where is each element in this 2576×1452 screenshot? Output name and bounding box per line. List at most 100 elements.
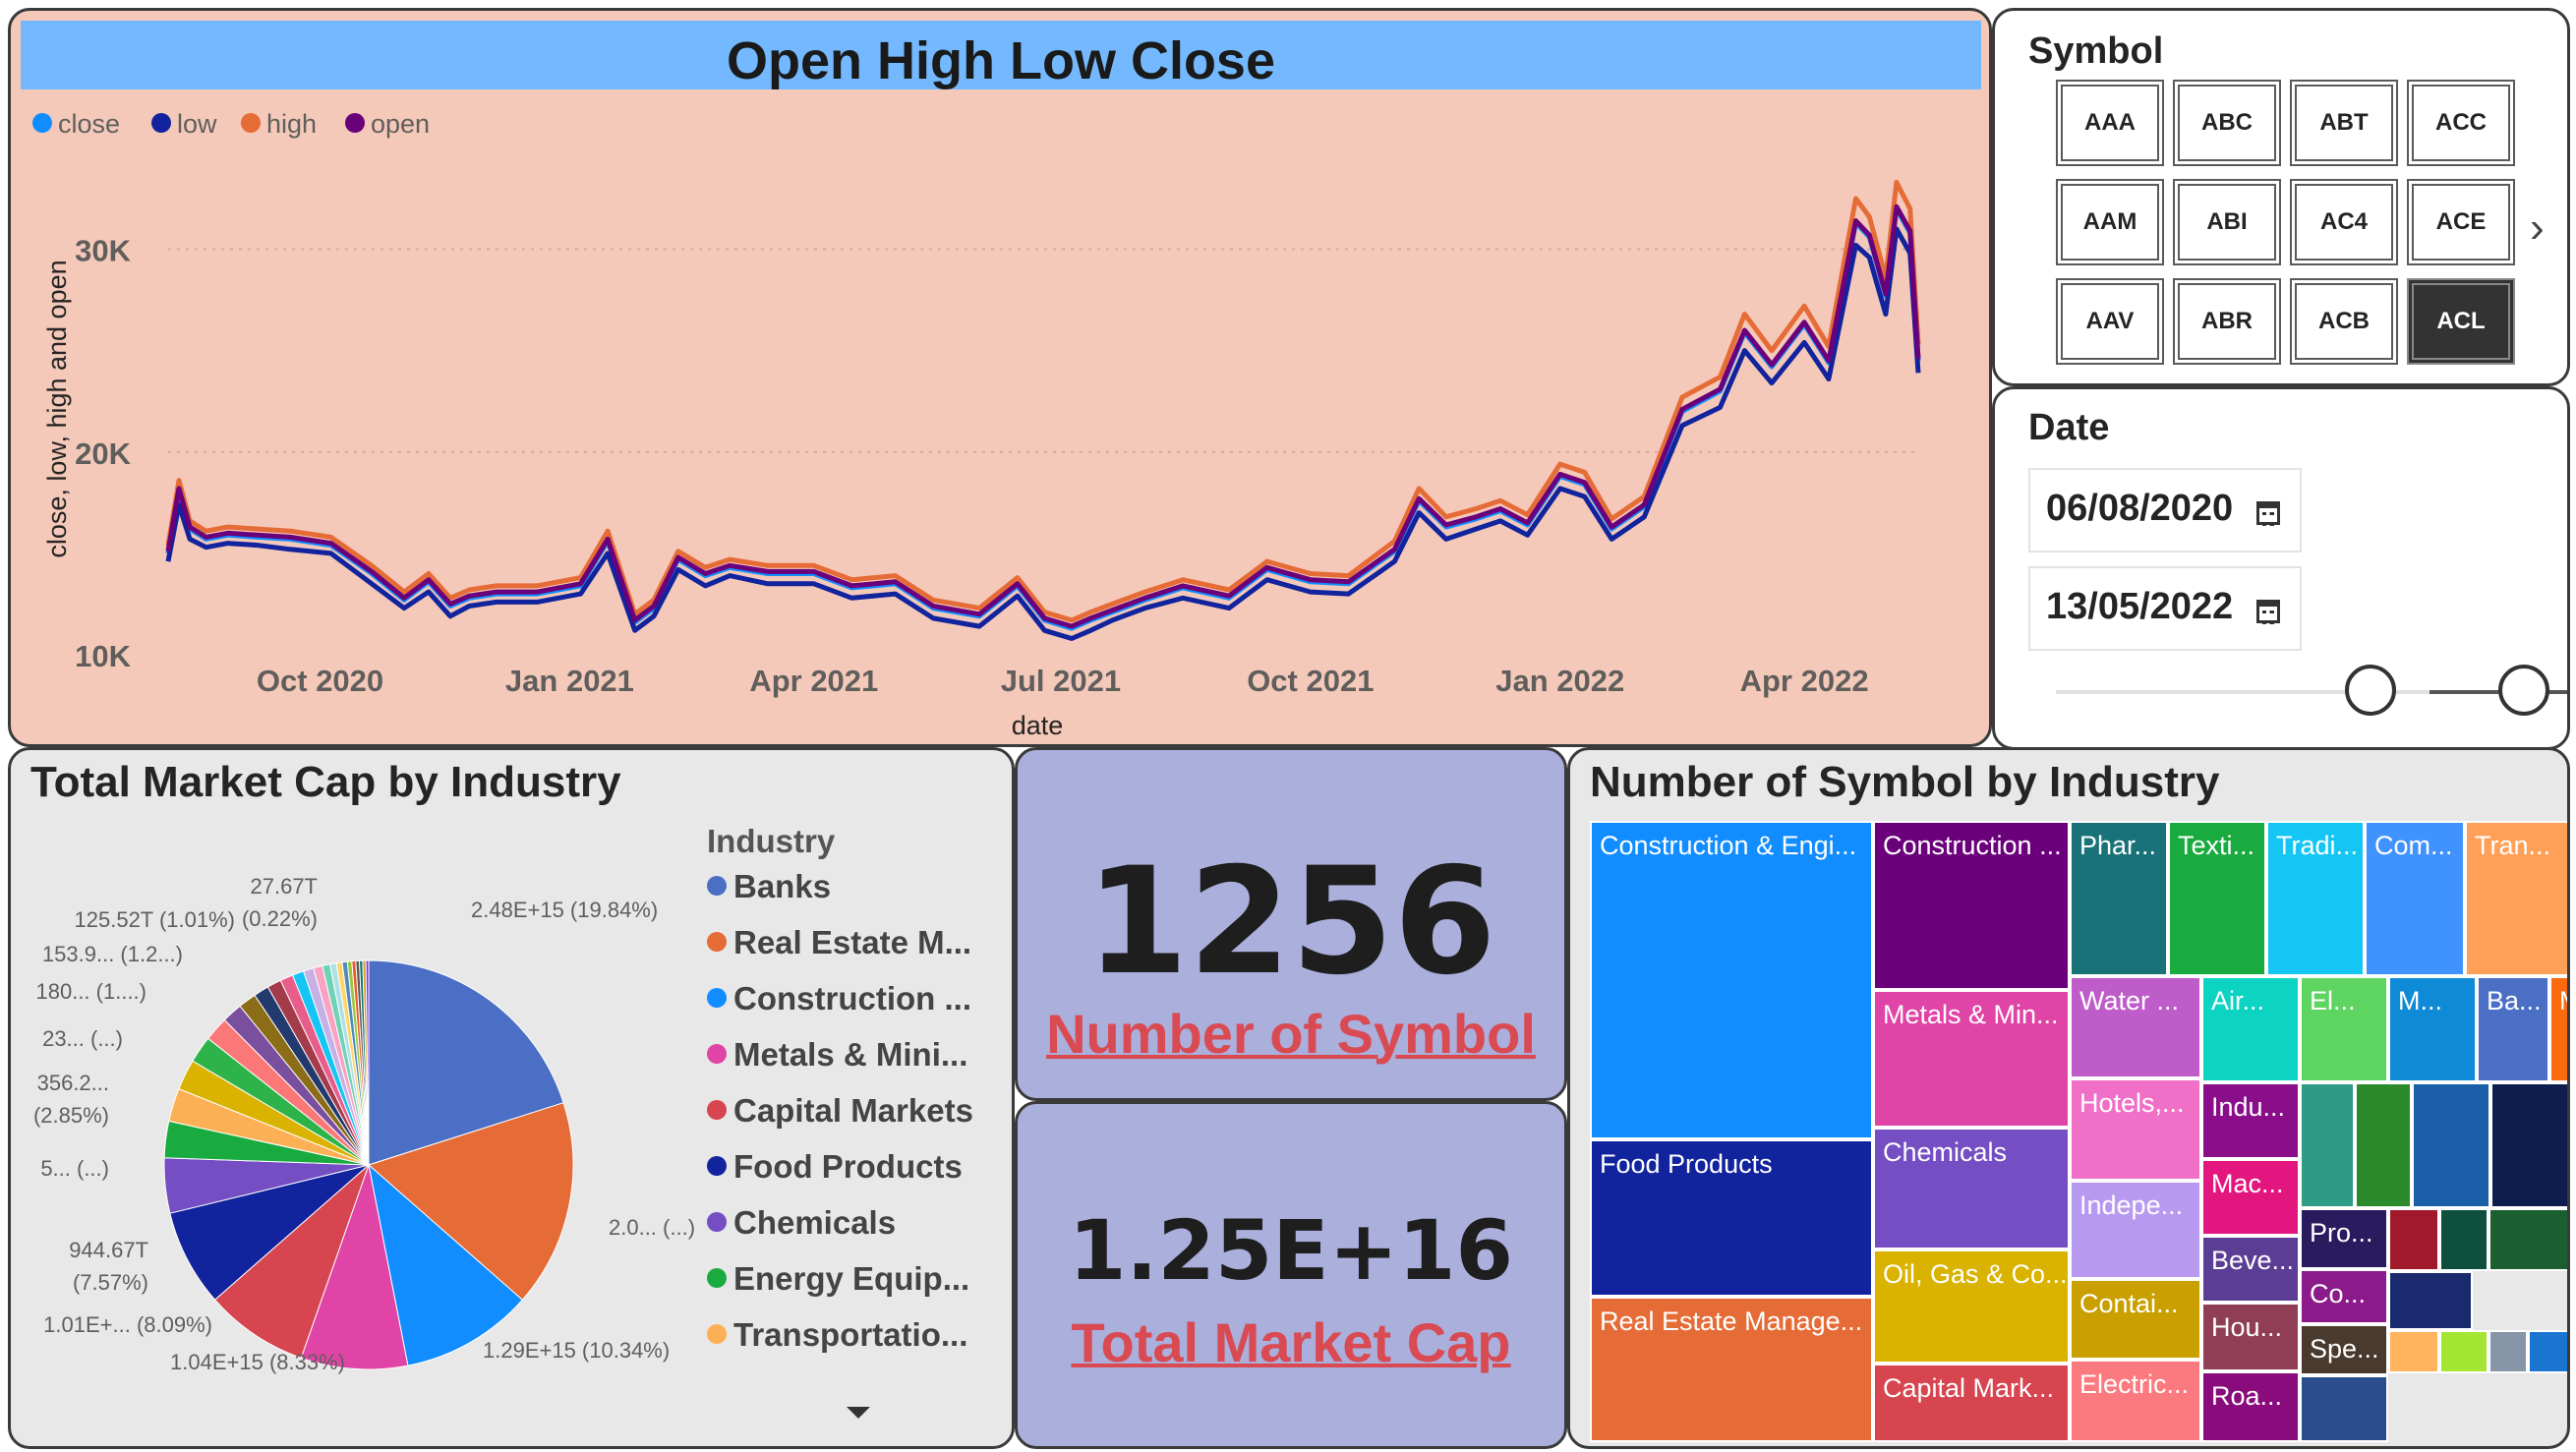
- legend-item[interactable]: Metals & Mini...: [707, 1036, 973, 1092]
- treemap-tile[interactable]: [2300, 1082, 2355, 1208]
- treemap-tile[interactable]: Mac...: [2201, 1159, 2300, 1236]
- symbol-button-ac4[interactable]: AC4: [2290, 179, 2398, 265]
- treemap-tile[interactable]: Chemicals: [1873, 1128, 2070, 1249]
- treemap-tile[interactable]: [2439, 1208, 2488, 1271]
- treemap-tile[interactable]: [2528, 1330, 2567, 1373]
- market-cap-pie-panel: Total Market Cap by Industry 2.48E+15 (1…: [8, 747, 1015, 1449]
- pie-data-label: 1.29E+15 (10.34%): [483, 1338, 670, 1363]
- symbol-button-acl[interactable]: ACL: [2407, 278, 2515, 365]
- treemap-tile[interactable]: M...: [2388, 976, 2477, 1082]
- symbol-count-label: Number of Symbol: [1046, 1003, 1536, 1065]
- chevron-right-icon[interactable]: ›: [2530, 203, 2545, 252]
- treemap-tile[interactable]: Indepe...: [2070, 1181, 2201, 1279]
- treemap-tile[interactable]: [2355, 1082, 2412, 1208]
- treemap-tile[interactable]: Food Products: [1590, 1139, 1873, 1297]
- date-slicer: Date 06/08/2020 13/05/2022: [1992, 386, 2570, 750]
- legend-marker: [707, 1268, 727, 1288]
- legend-label-close: close: [58, 109, 120, 139]
- treemap-tile[interactable]: [2388, 1330, 2439, 1373]
- legend-item[interactable]: Food Products: [707, 1148, 973, 1204]
- x-tick-label: Jan 2022: [1495, 664, 1624, 698]
- treemap-tile[interactable]: [2388, 1271, 2473, 1330]
- legend-marker: [707, 876, 727, 896]
- symbol-slicer: Symbol AAA ABC ABT ACC AAM ABI AC4 ACE AAV ABR ACB…: [1992, 8, 2570, 386]
- treemap-tile[interactable]: [2490, 1082, 2567, 1208]
- treemap-tile[interactable]: [2488, 1208, 2567, 1271]
- symbol-button-aam[interactable]: AAM: [2056, 179, 2164, 265]
- legend-item[interactable]: Transportatio...: [707, 1316, 973, 1372]
- treemap-tile[interactable]: Tran...: [2465, 821, 2567, 976]
- treemap-tile[interactable]: El...: [2300, 976, 2388, 1082]
- treemap-tile[interactable]: Capital Mark...: [1873, 1364, 2070, 1442]
- treemap-tile[interactable]: Water ...: [2070, 976, 2201, 1078]
- symbol-button-aaa[interactable]: AAA: [2056, 80, 2164, 166]
- treemap-tile[interactable]: Roa...: [2201, 1371, 2300, 1442]
- symbol-button-acc[interactable]: ACC: [2407, 80, 2515, 166]
- pie-data-label: (7.57%): [73, 1270, 148, 1295]
- legend-item[interactable]: Chemicals: [707, 1204, 973, 1260]
- pie-data-label: 944.67T: [69, 1238, 148, 1262]
- y-tick-label: 30K: [75, 234, 131, 268]
- treemap-tile[interactable]: Spe...: [2300, 1324, 2388, 1375]
- treemap-tile[interactable]: M...: [2549, 976, 2567, 1082]
- treemap-tile[interactable]: Electric...: [2070, 1360, 2201, 1442]
- legend-item[interactable]: Capital Markets: [707, 1092, 973, 1148]
- treemap-tile[interactable]: Tradi...: [2266, 821, 2365, 976]
- end-date-input[interactable]: 13/05/2022: [2028, 566, 2302, 651]
- pie-data-label: 1.01E+... (8.09%): [43, 1312, 212, 1337]
- treemap-tile[interactable]: Phar...: [2070, 821, 2168, 976]
- symbol-button-ace[interactable]: ACE: [2407, 179, 2515, 265]
- legend-item[interactable]: Energy Equip...: [707, 1260, 973, 1316]
- market-cap-pie-chart[interactable]: 2.48E+15 (19.84%) 2.0... (...) 1.29E+15 (1…: [11, 750, 1015, 1449]
- treemap-tile[interactable]: Construction ...: [1873, 821, 2070, 990]
- treemap-tile[interactable]: Construction & Engi...: [1590, 821, 1873, 1139]
- pie-slice: [300, 1163, 409, 1370]
- treemap-tile[interactable]: Oil, Gas & Co...: [1873, 1249, 2070, 1364]
- treemap-tile[interactable]: Com...: [2365, 821, 2465, 976]
- calendar-icon[interactable]: [2256, 600, 2280, 624]
- x-axis-title: date: [1012, 711, 1064, 740]
- number-of-symbol-card: 1256 Number of Symbol: [1015, 747, 1567, 1101]
- calendar-icon[interactable]: [2256, 501, 2280, 526]
- treemap-tile[interactable]: Ba...: [2477, 976, 2549, 1082]
- series-line-high: [165, 179, 1921, 623]
- x-tick-label: Apr 2021: [749, 664, 878, 698]
- caret-down-icon[interactable]: [847, 1407, 870, 1419]
- date-range-end-handle[interactable]: [2498, 665, 2549, 716]
- symbol-button-aav[interactable]: AAV: [2056, 278, 2164, 365]
- legend-marker: [707, 1156, 727, 1176]
- treemap-tile[interactable]: [2488, 1330, 2528, 1373]
- treemap-tile[interactable]: Hotels,...: [2070, 1078, 2201, 1181]
- legend-label: Capital Markets: [733, 1092, 973, 1129]
- treemap-tile[interactable]: Contai...: [2070, 1279, 2201, 1360]
- chart-title: Open High Low Close: [726, 31, 1275, 90]
- treemap-tile[interactable]: [2439, 1330, 2488, 1373]
- treemap-tile[interactable]: [2412, 1082, 2490, 1208]
- legend-item[interactable]: Construction ...: [707, 980, 973, 1036]
- x-tick-label: Jan 2021: [505, 664, 634, 698]
- ohlc-line-chart[interactable]: close low high open 10K 20K 30K Oct 2020 Jan 202…: [11, 11, 1992, 747]
- symbol-button-acb[interactable]: ACB: [2290, 278, 2398, 365]
- treemap-tile[interactable]: Beve...: [2201, 1236, 2300, 1303]
- date-range-start-handle[interactable]: [2345, 665, 2396, 716]
- treemap-tile[interactable]: Real Estate Manage...: [1590, 1297, 1873, 1442]
- x-tick-label: Apr 2022: [1740, 664, 1869, 698]
- treemap-tile[interactable]: [2300, 1375, 2388, 1442]
- symbol-button-abt[interactable]: ABT: [2290, 80, 2398, 166]
- date-range-track[interactable]: [2056, 690, 2567, 694]
- treemap-tile[interactable]: Texti...: [2168, 821, 2266, 976]
- treemap-tile[interactable]: [2388, 1208, 2439, 1271]
- treemap-tile[interactable]: Indu...: [2201, 1082, 2300, 1159]
- treemap-tile[interactable]: Pro...: [2300, 1208, 2388, 1269]
- treemap-tile[interactable]: Metals & Min...: [1873, 990, 2070, 1128]
- treemap-tile[interactable]: Air...: [2201, 976, 2300, 1082]
- start-date-input[interactable]: 06/08/2020: [2028, 468, 2302, 552]
- pie-data-label: 153.9... (1.2...): [42, 942, 183, 966]
- legend-item[interactable]: Real Estate M...: [707, 924, 973, 980]
- symbol-button-abr[interactable]: ABR: [2173, 278, 2281, 365]
- treemap-tile[interactable]: Hou...: [2201, 1303, 2300, 1371]
- treemap-tile[interactable]: Co...: [2300, 1269, 2388, 1324]
- legend-item[interactable]: Banks: [707, 868, 973, 924]
- symbol-button-abc[interactable]: ABC: [2173, 80, 2281, 166]
- symbol-button-abi[interactable]: ABI: [2173, 179, 2281, 265]
